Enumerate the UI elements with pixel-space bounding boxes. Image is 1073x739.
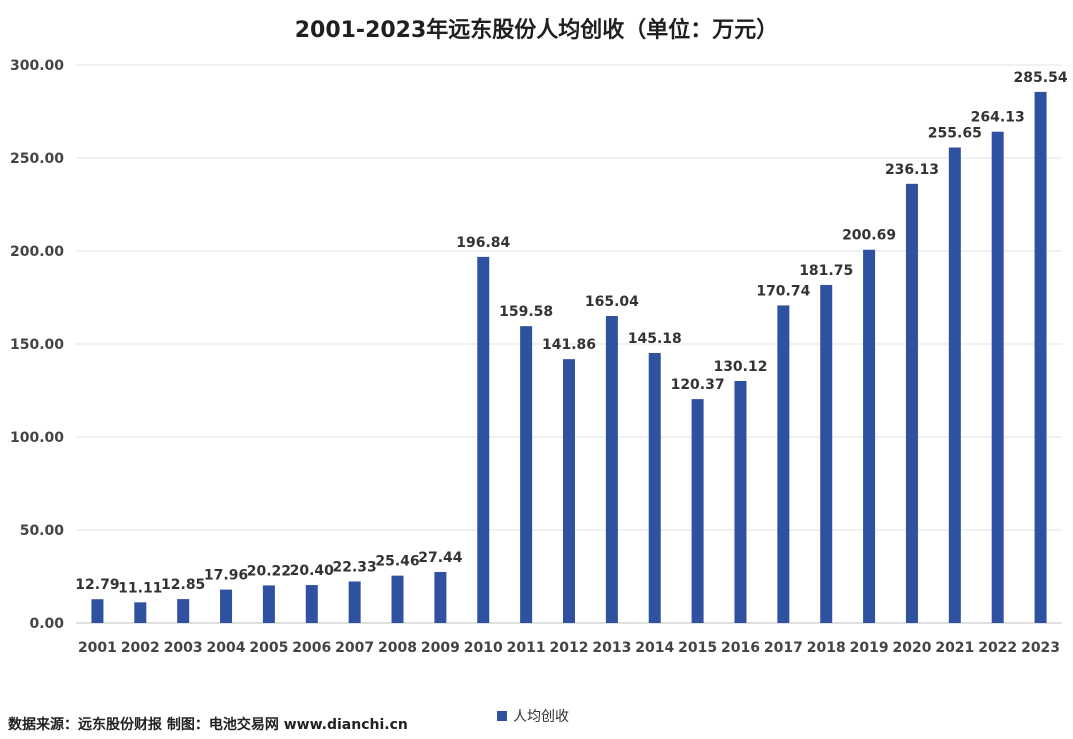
legend-label: 人均创收 [513,709,569,725]
x-tick-label: 2005 [249,640,288,656]
data-label: 181.75 [799,263,853,279]
bar [262,585,275,623]
x-tick-label: 2003 [164,640,203,656]
data-labels: 12.7911.1112.8517.9620.2220.4022.3325.46… [75,70,1068,596]
x-tick-label: 2015 [678,640,717,656]
data-label: 145.18 [628,331,682,347]
data-label: 12.85 [161,577,205,593]
y-tick-label: 250.00 [10,151,64,167]
bar [477,256,490,623]
bar [777,305,790,623]
y-tick-label: 150.00 [10,337,64,353]
bar [648,352,661,623]
data-label: 20.40 [290,563,335,579]
x-tick-label: 2006 [292,640,331,656]
data-label: 141.86 [542,337,596,353]
bar [991,131,1004,623]
bar [863,249,876,623]
y-tick-label: 300.00 [10,58,64,74]
bar [820,284,833,623]
data-label: 17.96 [204,568,248,584]
bar [220,589,233,623]
x-axis-ticks: 2001 2002 2003 2004 2005 2006 2007 2008 2009 2010… [78,640,1060,656]
y-tick-label: 50.00 [20,523,65,539]
data-label: 12.79 [75,577,119,593]
x-tick-label: 2022 [978,640,1017,656]
x-tick-label: 2002 [121,640,160,656]
x-tick-label: 2009 [421,640,460,656]
x-tick-label: 2010 [464,640,503,656]
data-label: 236.13 [885,162,939,178]
data-label: 165.04 [585,294,639,310]
x-tick-label: 2014 [635,640,674,656]
data-label: 20.22 [247,563,291,579]
x-tick-label: 2021 [935,640,974,656]
data-label: 11.11 [118,580,162,596]
x-tick-label: 2018 [807,640,846,656]
bars [91,91,1047,623]
x-tick-label: 2007 [335,640,374,656]
data-label: 159.58 [499,304,553,320]
bar [177,599,190,623]
bar [691,399,704,623]
y-tick-label: 200.00 [10,244,64,260]
x-tick-label: 2020 [892,640,931,656]
bar [734,380,747,623]
x-tick-label: 2019 [850,640,889,656]
bar [134,602,147,623]
bar [391,575,404,623]
x-tick-label: 2013 [592,640,631,656]
data-label: 22.33 [333,559,377,575]
bar [1034,91,1047,623]
x-tick-label: 2011 [507,640,546,656]
x-tick-label: 2001 [78,640,117,656]
bar [905,183,918,623]
bar [305,585,318,623]
bar [348,581,361,623]
source-note: 数据来源：远东股份财报 制图：电池交易网 www.dianchi.cn [8,717,408,733]
data-label: 120.37 [671,377,725,393]
data-label: 285.54 [1014,70,1068,86]
legend-swatch [497,711,507,721]
bar [605,316,618,623]
data-label: 264.13 [971,110,1025,126]
data-label: 196.84 [456,235,510,251]
bar [91,599,104,623]
x-tick-label: 2017 [764,640,803,656]
x-tick-label: 2023 [1021,640,1060,656]
bar [434,571,447,623]
x-tick-label: 2012 [550,640,589,656]
data-label: 255.65 [928,125,982,141]
bar [520,326,533,623]
x-tick-label: 2008 [378,640,417,656]
data-label: 27.44 [418,550,463,566]
legend: 人均创收 [497,706,569,726]
y-tick-label: 100.00 [10,430,64,446]
bar [948,147,961,623]
y-tick-label: 0.00 [29,616,64,632]
x-tick-label: 2016 [721,640,760,656]
y-axis-ticks: 0.00 50.00 100.00 150.00 200.00 250.00 300.00 [10,58,64,632]
x-tick-label: 2004 [207,640,246,656]
data-label: 130.12 [713,359,767,375]
data-label: 170.74 [756,283,810,299]
data-label: 200.69 [842,228,896,244]
chart-title: 2001-2023年远东股份人均创收（单位：万元） [294,18,779,43]
bar [563,359,575,623]
data-label: 25.46 [375,554,419,570]
